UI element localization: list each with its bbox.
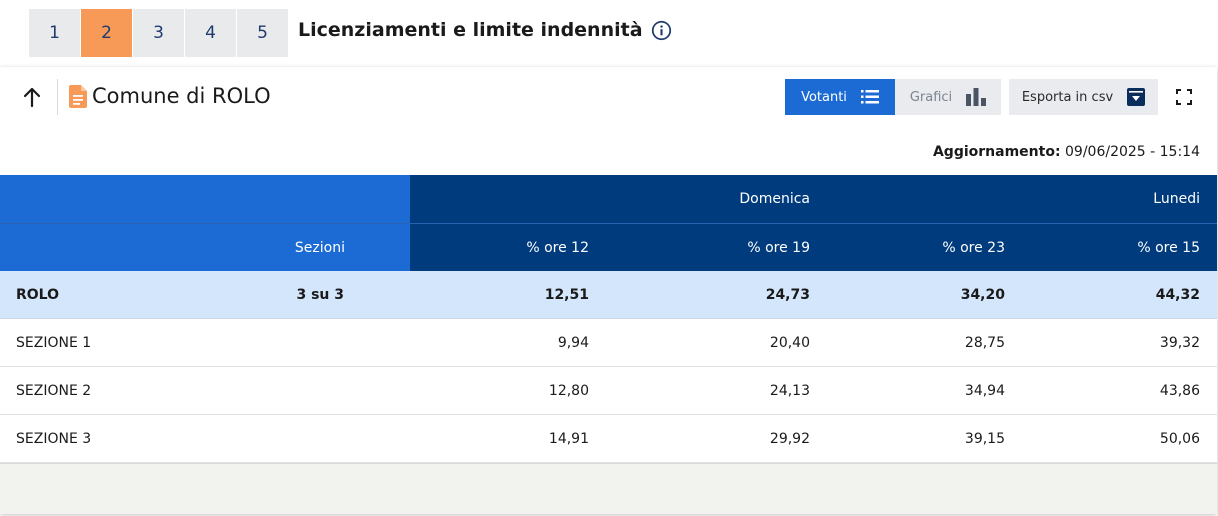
row-ore12: 12,80 (548, 383, 589, 399)
header-dark-band (410, 175, 1217, 223)
row-ore15: 43,86 (1159, 383, 1200, 399)
table-row: SEZIONE 1 9,94 20,40 28,75 39,32 (0, 319, 1217, 367)
header-ore12: % ore 12 (526, 240, 589, 256)
header-divider (57, 79, 58, 115)
quesito-tabs: 1 2 3 4 5 (29, 9, 289, 57)
header-cols-bg (410, 224, 1217, 272)
download-icon (1127, 88, 1146, 106)
total-ore23: 34,20 (960, 287, 1005, 303)
quesito-title: Licenziamenti e limite indennità (298, 19, 643, 41)
update-label: Aggiornamento: (932, 144, 1061, 160)
header-ore15: % ore 15 (1137, 240, 1200, 256)
export-csv-button[interactable]: Esporta in csv (1009, 79, 1158, 115)
table-row: SEZIONE 3 14,91 29,92 39,15 50,06 (0, 415, 1217, 463)
row-ore12: 9,94 (557, 335, 589, 351)
row-name: SEZIONE 1 (16, 335, 92, 351)
tab-quesito-5[interactable]: 5 (237, 9, 288, 57)
row-ore19: 29,92 (769, 431, 810, 447)
header-ore23: % ore 23 (942, 240, 1005, 256)
last-update: Aggiornamento: 09/06/2025 - 15:14 (933, 144, 1200, 160)
list-icon (860, 90, 879, 104)
header-domenica: Domenica (739, 191, 810, 207)
row-ore19: 20,40 (769, 335, 810, 351)
total-ore19: 24,73 (765, 287, 810, 303)
total-name: ROLO (16, 287, 60, 303)
header-sezioni-bg (0, 224, 410, 272)
total-ore15: 44,32 (1155, 287, 1200, 303)
tab-quesito-2[interactable]: 2 (81, 9, 132, 57)
total-sezioni: 3 su 3 (296, 287, 344, 303)
document-icon (69, 85, 87, 108)
row-name: SEZIONE 3 (16, 431, 92, 447)
header-lunedi: Lunedi (1153, 191, 1200, 207)
header-blank-cell (0, 175, 410, 223)
row-name: SEZIONE 2 (16, 383, 92, 399)
header-sezioni: Sezioni (294, 240, 345, 256)
info-icon[interactable] (651, 20, 672, 41)
row-ore12: 14,91 (548, 431, 589, 447)
update-value: 09/06/2025 - 15:14 (1065, 144, 1200, 160)
total-ore12: 12,51 (544, 287, 589, 303)
bar-chart-icon (966, 88, 987, 106)
tab-quesito-3[interactable]: 3 (133, 9, 184, 57)
grafici-button[interactable]: Grafici (895, 79, 1001, 115)
export-csv-label: Esporta in csv (1021, 89, 1114, 105)
header-row-groups: Domenica Lunedi (0, 175, 1217, 223)
votanti-button[interactable]: Votanti (785, 79, 895, 115)
total-row: ROLO 3 su 3 12,51 24,73 34,20 44,32 (0, 271, 1217, 319)
grafici-label: Grafici (909, 89, 953, 105)
arrow-up-icon[interactable] (20, 85, 44, 109)
card-title: Comune di ROLO (92, 84, 271, 108)
row-ore15: 39,32 (1159, 335, 1200, 351)
row-ore23: 34,94 (964, 383, 1005, 399)
card-footer (0, 463, 1217, 514)
header-ore19: % ore 19 (747, 240, 810, 256)
tab-quesito-1[interactable]: 1 (29, 9, 80, 57)
tab-quesito-4[interactable]: 4 (185, 9, 236, 57)
row-ore23: 39,15 (964, 431, 1005, 447)
fullscreen-icon[interactable] (1176, 89, 1192, 105)
row-ore23: 28,75 (964, 335, 1005, 351)
quesito-title-wrap: Licenziamenti e limite indennità (298, 19, 672, 41)
votanti-label: Votanti (801, 89, 847, 105)
row-ore19: 24,13 (769, 383, 810, 399)
table-row: SEZIONE 2 12,80 24,13 34,94 43,86 (0, 367, 1217, 415)
header-row-columns: Sezioni % ore 12 % ore 19 % ore 23 % ore… (0, 223, 1217, 272)
results-card: Comune di ROLO Votanti Grafici Esporta i… (0, 67, 1217, 514)
row-ore15: 50,06 (1159, 431, 1200, 447)
